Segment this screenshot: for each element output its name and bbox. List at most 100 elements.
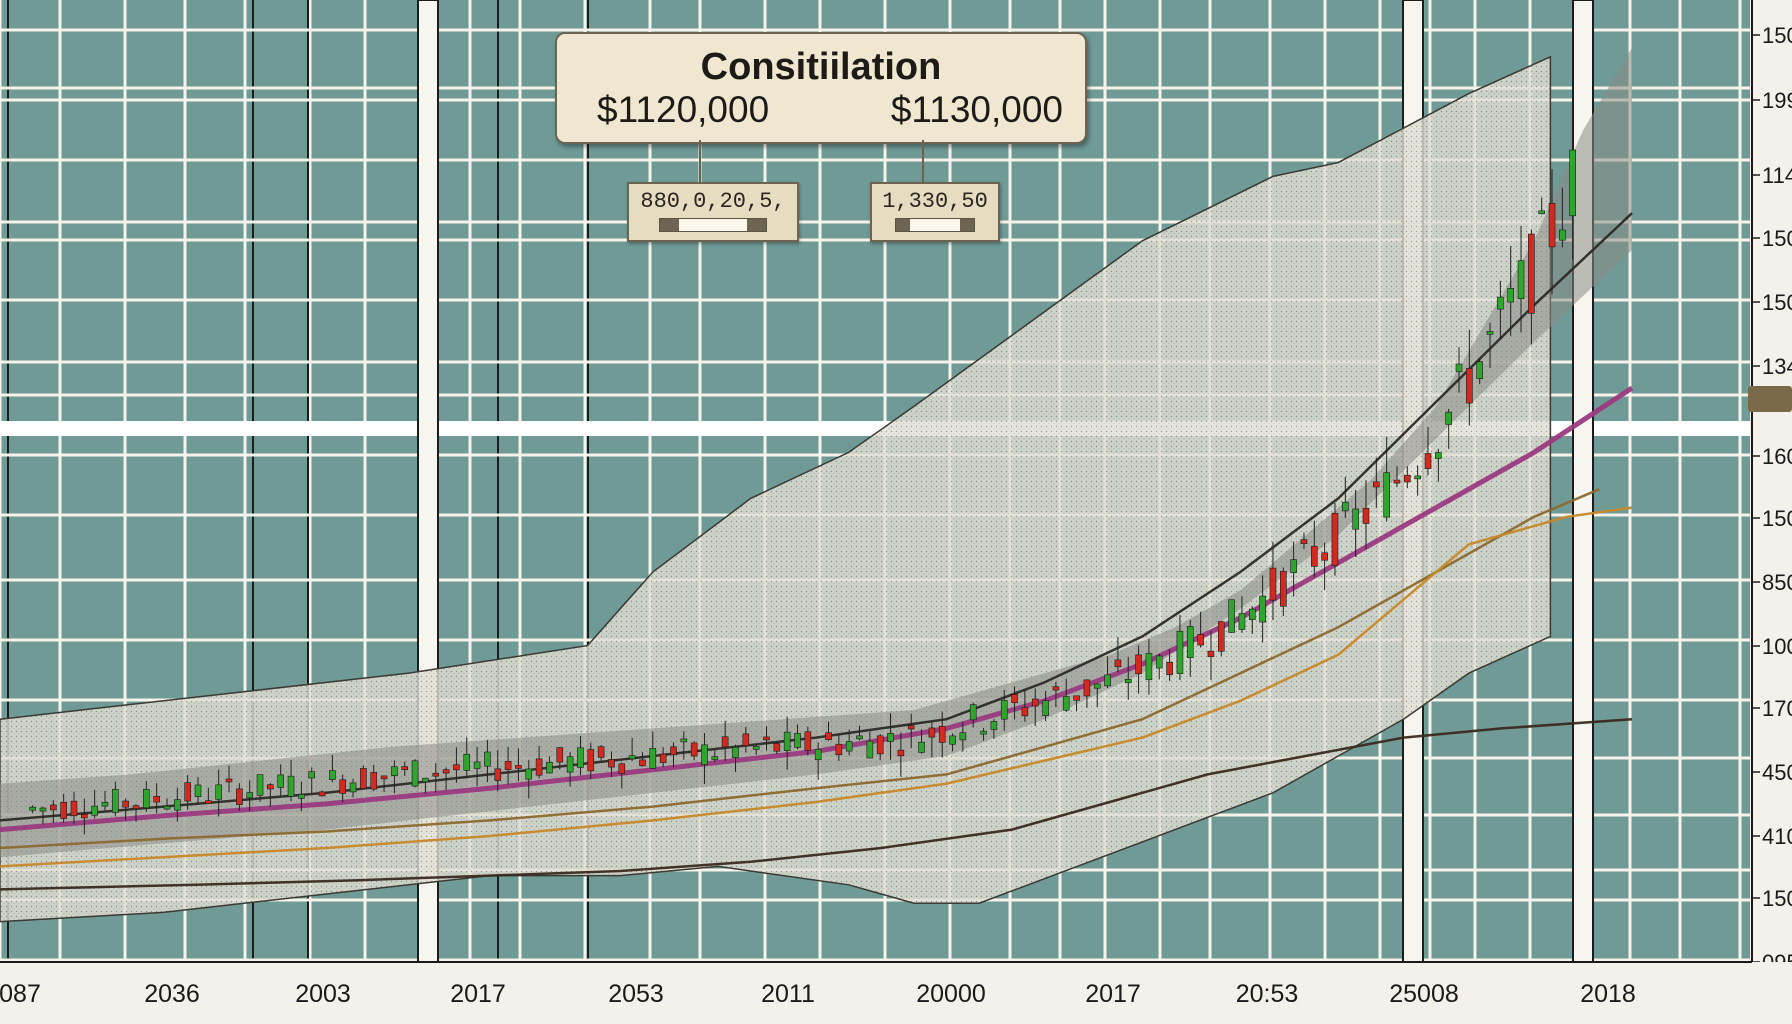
series-line-2 [0, 385, 1634, 833]
series-line-1 [0, 212, 1633, 822]
candle-body [690, 742, 698, 757]
candle-body [1404, 474, 1411, 483]
candle-body [639, 759, 646, 767]
candle-body [473, 761, 481, 769]
y-tick-label: 150 [1762, 290, 1792, 315]
candle-body [287, 775, 295, 797]
x-tick-label: 2036 [144, 980, 200, 1008]
candle-body [1497, 296, 1504, 310]
candle-body [649, 748, 657, 769]
candle-body [1124, 678, 1132, 684]
candle-body [907, 725, 915, 730]
candle-body [1466, 368, 1473, 404]
y-tick-label: 150 [1762, 23, 1792, 48]
candle-body [856, 735, 863, 740]
candle-body [1031, 698, 1039, 707]
candle-body [484, 751, 491, 767]
y-axis-marker [1748, 386, 1792, 412]
candle-body [1455, 363, 1463, 373]
price-shadow-band [0, 47, 1632, 858]
candle-body [1114, 659, 1122, 668]
candle-body [876, 735, 884, 755]
candle-body [546, 762, 553, 774]
candle-body [1331, 512, 1339, 566]
candle-body [29, 806, 36, 811]
callout-text-right: 1,330,50 [882, 189, 988, 214]
candle-body [711, 756, 719, 760]
candle-body [938, 725, 946, 743]
candle-body [1269, 567, 1277, 601]
candle-body [236, 788, 243, 805]
candle-body [794, 733, 801, 748]
x-tick-label: 20000 [916, 980, 986, 1008]
candle-body [825, 732, 832, 740]
candle-body [721, 736, 729, 748]
candle-body [1155, 655, 1163, 669]
candle-body [1052, 686, 1060, 691]
candle-body [897, 749, 905, 757]
candle-body [112, 788, 119, 813]
candle-body [1228, 599, 1235, 633]
candle-body [329, 770, 336, 780]
candle-body [1135, 654, 1142, 675]
title-value-left: $1120,000 [597, 89, 770, 130]
candle-body [298, 794, 305, 799]
candle-body [1486, 331, 1494, 335]
candle-body [1321, 552, 1328, 561]
candle-body [525, 768, 533, 780]
candle-body [1300, 539, 1308, 544]
candle-body [143, 789, 150, 809]
candle-body [1373, 481, 1380, 488]
candle-body [1011, 694, 1018, 704]
y-tick-label: 450 [1762, 760, 1792, 785]
candle-body [453, 764, 460, 771]
candle-body [1383, 472, 1390, 518]
candle-body [174, 799, 181, 811]
candle-body [39, 807, 47, 812]
y-axis-panel [1750, 0, 1792, 1024]
candle-body [587, 749, 595, 772]
candle-body [391, 766, 398, 777]
candle-body [246, 792, 253, 799]
x-tick-label: 25008 [1389, 980, 1459, 1008]
candle-body [804, 731, 812, 751]
y-tick-label: 150 [1762, 506, 1792, 531]
candle-body [1000, 699, 1008, 720]
x-axis-panel [0, 962, 1792, 1024]
candle-body [494, 768, 502, 781]
candle-body [339, 779, 347, 794]
candle-body [81, 814, 88, 819]
candle-body [732, 746, 739, 759]
candle-body [835, 743, 843, 756]
candle-body [70, 800, 78, 816]
candle-body [680, 738, 688, 743]
candle-body [990, 721, 998, 730]
candle-body [618, 763, 626, 775]
x-tick-label: 2018 [1580, 980, 1636, 1008]
candle-body [515, 765, 522, 769]
candle-body [845, 741, 853, 752]
candle-body [1104, 674, 1111, 687]
x-tick-label: 2017 [1085, 980, 1141, 1008]
candle-body [1259, 595, 1266, 623]
candle-body [1528, 233, 1535, 314]
candle-body [980, 730, 987, 735]
candle-body [866, 740, 874, 759]
candle-body [60, 801, 67, 819]
x-tick-label: 087 [0, 980, 41, 1008]
candle-body [1311, 545, 1318, 567]
candle-body [1559, 229, 1566, 241]
candle-body [763, 736, 770, 741]
candle-body [535, 758, 543, 776]
y-tick-label: 410 [1762, 824, 1792, 849]
candle-body [1290, 559, 1297, 573]
candle-body [411, 760, 419, 787]
candle-body [422, 777, 429, 783]
callout-connector-right [922, 140, 924, 182]
candle-body [608, 759, 615, 768]
y-tick-label: 150 [1762, 226, 1792, 251]
candle-body [360, 768, 367, 789]
candle-body [504, 761, 512, 770]
candle-body [959, 732, 967, 741]
